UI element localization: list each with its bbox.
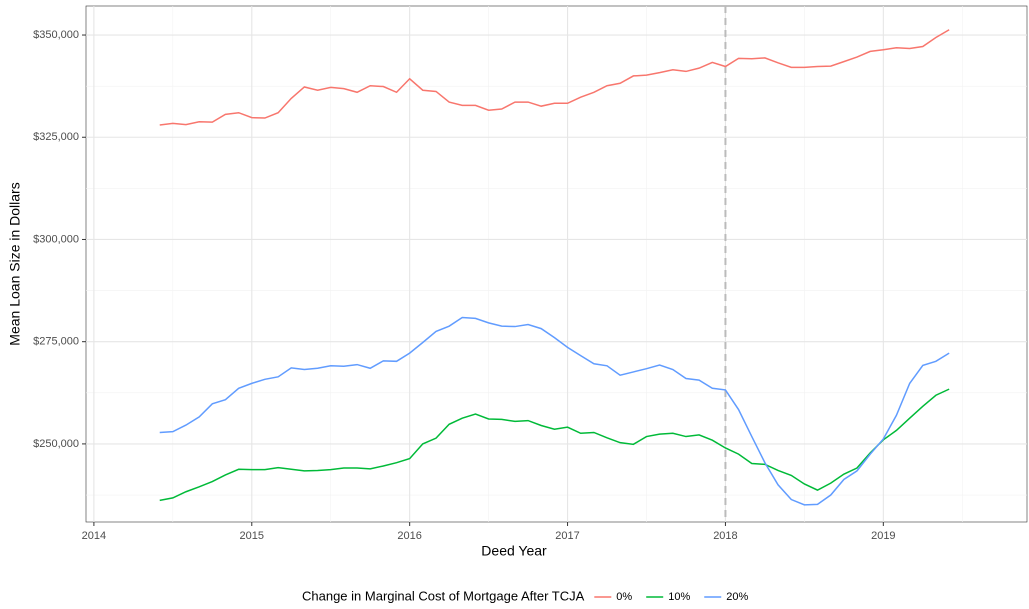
y-tick-label: $250,000 xyxy=(33,438,79,450)
x-tick-label: 2015 xyxy=(240,530,264,542)
legend-title: Change in Marginal Cost of Mortgage Afte… xyxy=(302,588,585,603)
series-line xyxy=(159,316,950,506)
x-tick-label: 2017 xyxy=(555,530,579,542)
y-tick-label: $300,000 xyxy=(33,233,79,245)
x-tick-label: 2018 xyxy=(713,530,737,542)
series-line xyxy=(159,29,950,126)
x-tick-label: 2014 xyxy=(82,530,106,542)
y-axis-label: Mean Loan Size in Dollars xyxy=(7,182,23,345)
legend-label: 20% xyxy=(726,591,748,603)
legend-label: 10% xyxy=(668,591,690,603)
y-tick-label: $350,000 xyxy=(33,29,79,41)
series-line xyxy=(159,388,950,502)
x-tick-label: 2019 xyxy=(871,530,895,542)
plot-panel xyxy=(85,5,1028,523)
x-tick-label: 2016 xyxy=(397,530,421,542)
y-tick-label: $325,000 xyxy=(33,131,79,143)
legend-label: 0% xyxy=(616,591,632,603)
y-tick-label: $275,000 xyxy=(33,336,79,348)
x-axis-label: Deed Year xyxy=(481,543,547,559)
